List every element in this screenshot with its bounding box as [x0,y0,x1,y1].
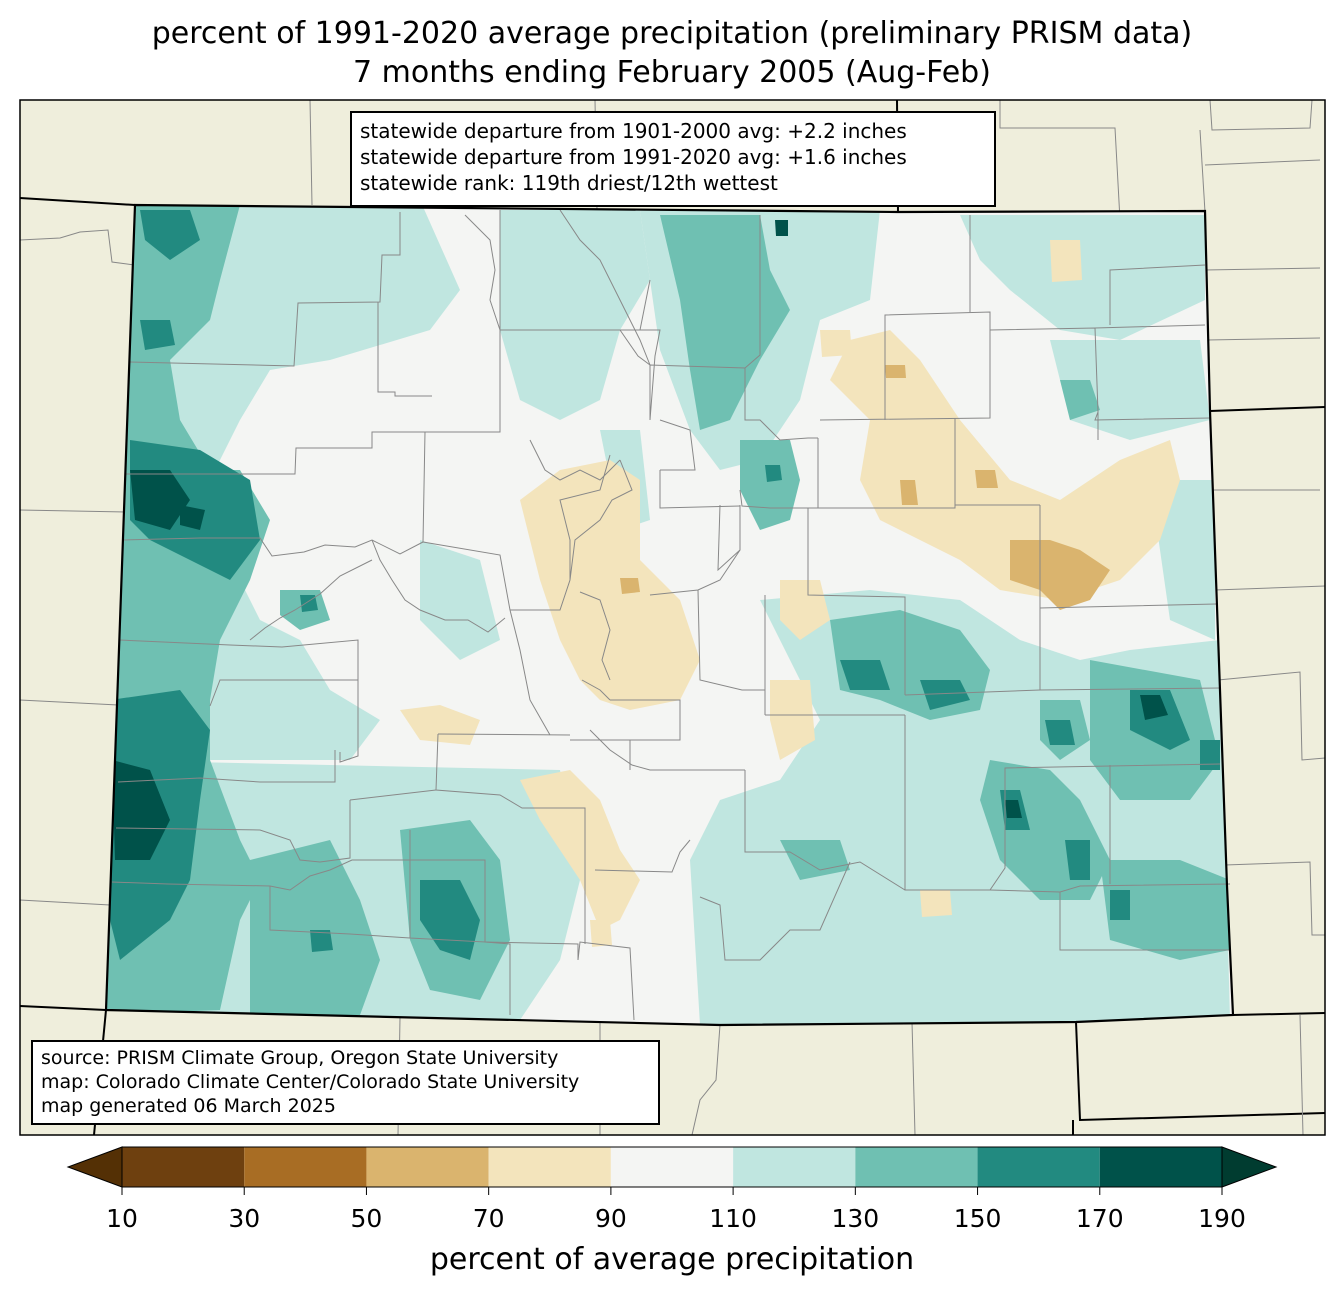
colorbar-under-arrow [66,1146,123,1188]
stats-departure-1901-2000: statewide departure from 1901-2000 avg: … [360,119,907,143]
statewide-stats-box: statewide departure from 1901-2000 avg: … [350,111,996,207]
colorbar-segment [244,1147,367,1187]
colorbar-segment [366,1147,489,1187]
colorbar-tick-label: 130 [831,1204,880,1233]
colorbar-segment [610,1147,734,1187]
source-map-credit: map: Colorado Climate Center/Colorado St… [41,1071,580,1093]
neighbor-county-lines [19,99,1326,1136]
colorbar-tick-label: 150 [953,1204,1002,1233]
colorbar-tick-label: 110 [709,1204,757,1233]
colorbar-tick-label: 170 [1075,1204,1124,1233]
colorbar-tick-label: 70 [472,1204,505,1233]
colorbar-label: percent of average precipitation [429,1242,915,1277]
map-title-line-1: percent of 1991-2020 average precipitati… [151,16,1193,51]
colorbar-tick-label: 90 [594,1204,627,1233]
river-county-boundaries [249,209,690,771]
colorbar-segment [855,1147,978,1187]
stats-departure-1991-2020: statewide departure from 1991-2020 avg: … [360,145,907,169]
precipitation-field [106,205,1233,1025]
colorbar-outline [121,1146,1223,1188]
colorbar-over-arrow [1221,1146,1278,1188]
colorbar-tick-label: 30 [228,1204,261,1233]
colorbar-segment [488,1147,611,1187]
colorbar-segment [122,1147,245,1187]
map-frame-border [19,99,1326,1136]
colorado-state-outline [104,203,1235,1027]
colorbar-segment [1099,1147,1222,1187]
source-generated-date: map generated 06 March 2025 [41,1095,336,1117]
map-title-line-2: 7 months ending February 2005 (Aug-Feb) [353,55,991,90]
source-credits-box: source: PRISM Climate Group, Oregon Stat… [31,1040,660,1125]
county-boundaries [111,210,1231,1021]
stats-rank: statewide rank: 119th driest/12th wettes… [360,171,778,195]
colorbar [66,1146,1278,1195]
source-prism: source: PRISM Climate Group, Oregon Stat… [41,1047,559,1069]
colorbar-segment [977,1147,1100,1187]
colorbar-tick-label: 190 [1198,1204,1246,1233]
colorbar-tick-label: 50 [350,1204,383,1233]
colorbar-segment [733,1147,856,1187]
colorbar-tick-label: 10 [106,1204,138,1233]
